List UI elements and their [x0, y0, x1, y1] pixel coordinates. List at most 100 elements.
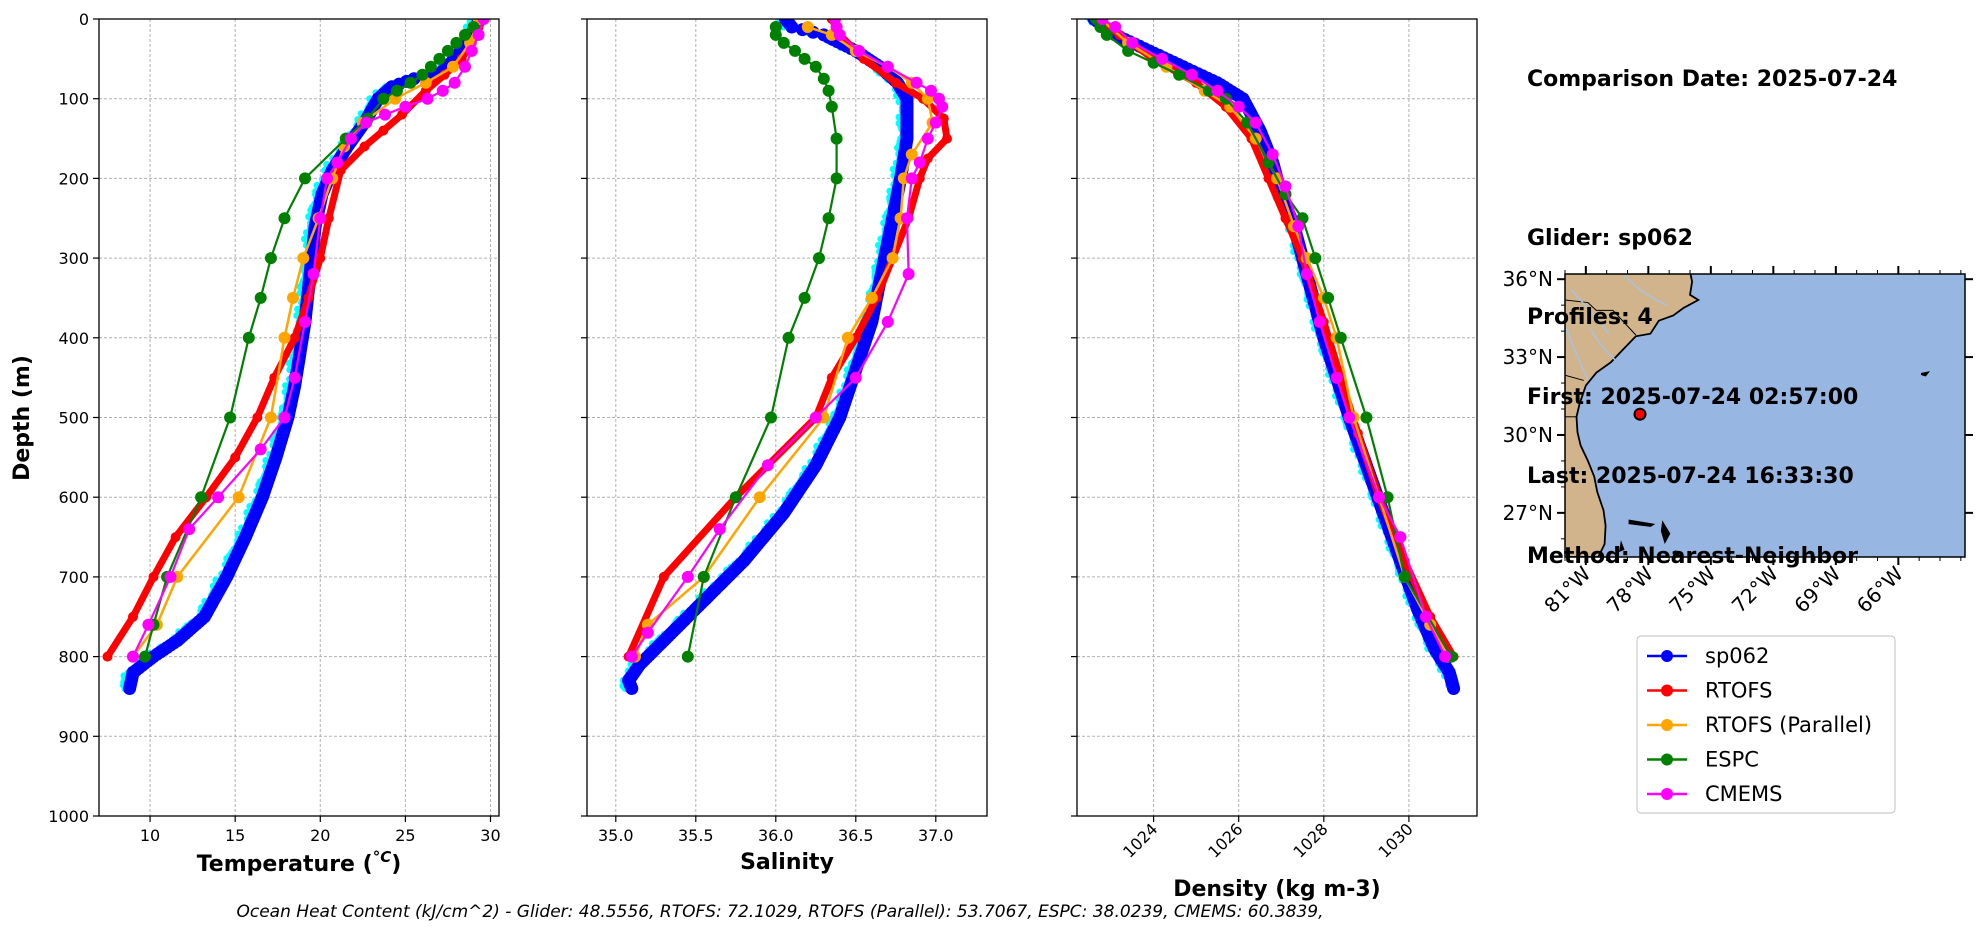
data-point [148, 571, 159, 582]
info-block: Comparison Date: 2025-07-24 Glider: sp06… [1527, 14, 1897, 597]
data-point [1266, 148, 1279, 161]
data-point [399, 100, 412, 113]
x-tick-label: 1030 [1375, 819, 1417, 861]
data-point [1263, 173, 1274, 184]
data-point [830, 132, 843, 145]
data-point [901, 212, 913, 225]
data-point [1343, 411, 1356, 424]
data-point [865, 291, 878, 304]
legend-entry-espc: ESPC [1647, 748, 1759, 772]
data-point [288, 371, 301, 384]
density-panel: 1024 1026 1028 1030 [1071, 18, 1478, 862]
data-point [139, 650, 151, 663]
x-tick-label: 1026 [1204, 819, 1246, 861]
data-point [809, 60, 822, 73]
data-point [905, 148, 918, 161]
data-point [825, 100, 838, 113]
series-espc [139, 21, 480, 663]
data-point [1447, 682, 1461, 695]
x-tick-label: 35.5 [678, 826, 714, 845]
data-point [1279, 180, 1292, 193]
series-espc [681, 21, 843, 663]
y-tick-label: 100 [58, 90, 89, 109]
x-axis-label-density: Density (kg m-3) [1173, 877, 1381, 902]
ocean-heat-content-footer: Ocean Heat Content (kJ/cm^2) - Glider: 4… [237, 902, 1324, 922]
data-point [416, 68, 429, 81]
data-point [1394, 531, 1407, 544]
x-tick-label: 36.0 [758, 826, 794, 845]
data-point [472, 28, 485, 41]
legend-marker [1661, 753, 1673, 766]
data-point [1419, 610, 1432, 623]
grid [99, 18, 499, 817]
data-point [697, 570, 710, 583]
data-point [1156, 52, 1169, 65]
data-point [441, 44, 454, 57]
island [1618, 540, 1625, 553]
x-ticks: 1024 1026 1028 1030 [1119, 816, 1417, 862]
data-point [1373, 491, 1386, 504]
data-point [777, 36, 790, 49]
legend-entry-cmems: CMEMS [1647, 782, 1783, 806]
data-point [390, 84, 403, 97]
data-point [850, 332, 861, 343]
data-point [297, 252, 310, 265]
x-axis-label-temperature: Temperature (°C) [197, 848, 402, 877]
data-point [1096, 19, 1109, 25]
data-point [1232, 100, 1245, 113]
river [1622, 274, 1668, 306]
legend-label: RTOFS (Parallel) [1705, 713, 1872, 737]
legend-label: sp062 [1705, 644, 1769, 668]
data-point [424, 60, 437, 73]
data-point [853, 44, 865, 57]
data-point [809, 411, 822, 424]
data-point [102, 651, 113, 662]
data-point [1173, 68, 1186, 81]
x-tick-label: 25 [395, 826, 415, 845]
river [1570, 289, 1610, 335]
temperature-panel: 0 100 200 300 400 500 600 700 800 900 1000 10 15 20 25… [48, 10, 500, 845]
data-point [252, 412, 263, 423]
map-land [1565, 274, 1701, 557]
data-point [164, 570, 177, 583]
data-point [254, 291, 267, 304]
data-point [477, 19, 490, 25]
series-sp062 [123, 19, 487, 695]
river [1589, 328, 1616, 361]
data-point [753, 491, 766, 504]
data-point [1185, 68, 1198, 81]
data-point [127, 650, 139, 663]
x-tick-label: 15 [225, 826, 245, 845]
data-point [278, 331, 291, 344]
data-point [929, 116, 942, 129]
y-tick-label: 800 [58, 648, 89, 667]
glider-position-marker [1633, 407, 1647, 421]
island [1920, 371, 1931, 377]
series-sp062-raw [1086, 19, 1454, 692]
x-tick-label: 1024 [1119, 819, 1161, 861]
y-tick-label: 1000 [48, 807, 89, 826]
data-point [785, 20, 799, 34]
data-point [942, 133, 952, 144]
series-group [619, 19, 952, 695]
data-point [849, 371, 862, 384]
data-point [232, 491, 245, 504]
legend-label: ESPC [1705, 748, 1759, 772]
data-point [299, 172, 311, 185]
data-point [914, 173, 925, 184]
data-point [1241, 116, 1254, 129]
data-point [641, 626, 654, 639]
data-point [123, 682, 137, 695]
map-lat-label: 30°N [1503, 423, 1553, 447]
data-point [886, 252, 899, 265]
data-point [1313, 315, 1326, 328]
data-point [798, 52, 811, 65]
x-tick-label: 10 [140, 826, 160, 845]
data-point [761, 459, 774, 472]
map-frame [1564, 273, 1966, 558]
glider-name: Glider: sp062 [1527, 225, 1693, 251]
profiles-count: Profiles: 4 [1527, 305, 1653, 330]
x-axis-label-salinity: Salinity [740, 850, 834, 875]
data-point [1292, 220, 1305, 233]
y-ticks: 0 100 200 300 400 500 600 700 800 900 1000 [48, 10, 99, 826]
